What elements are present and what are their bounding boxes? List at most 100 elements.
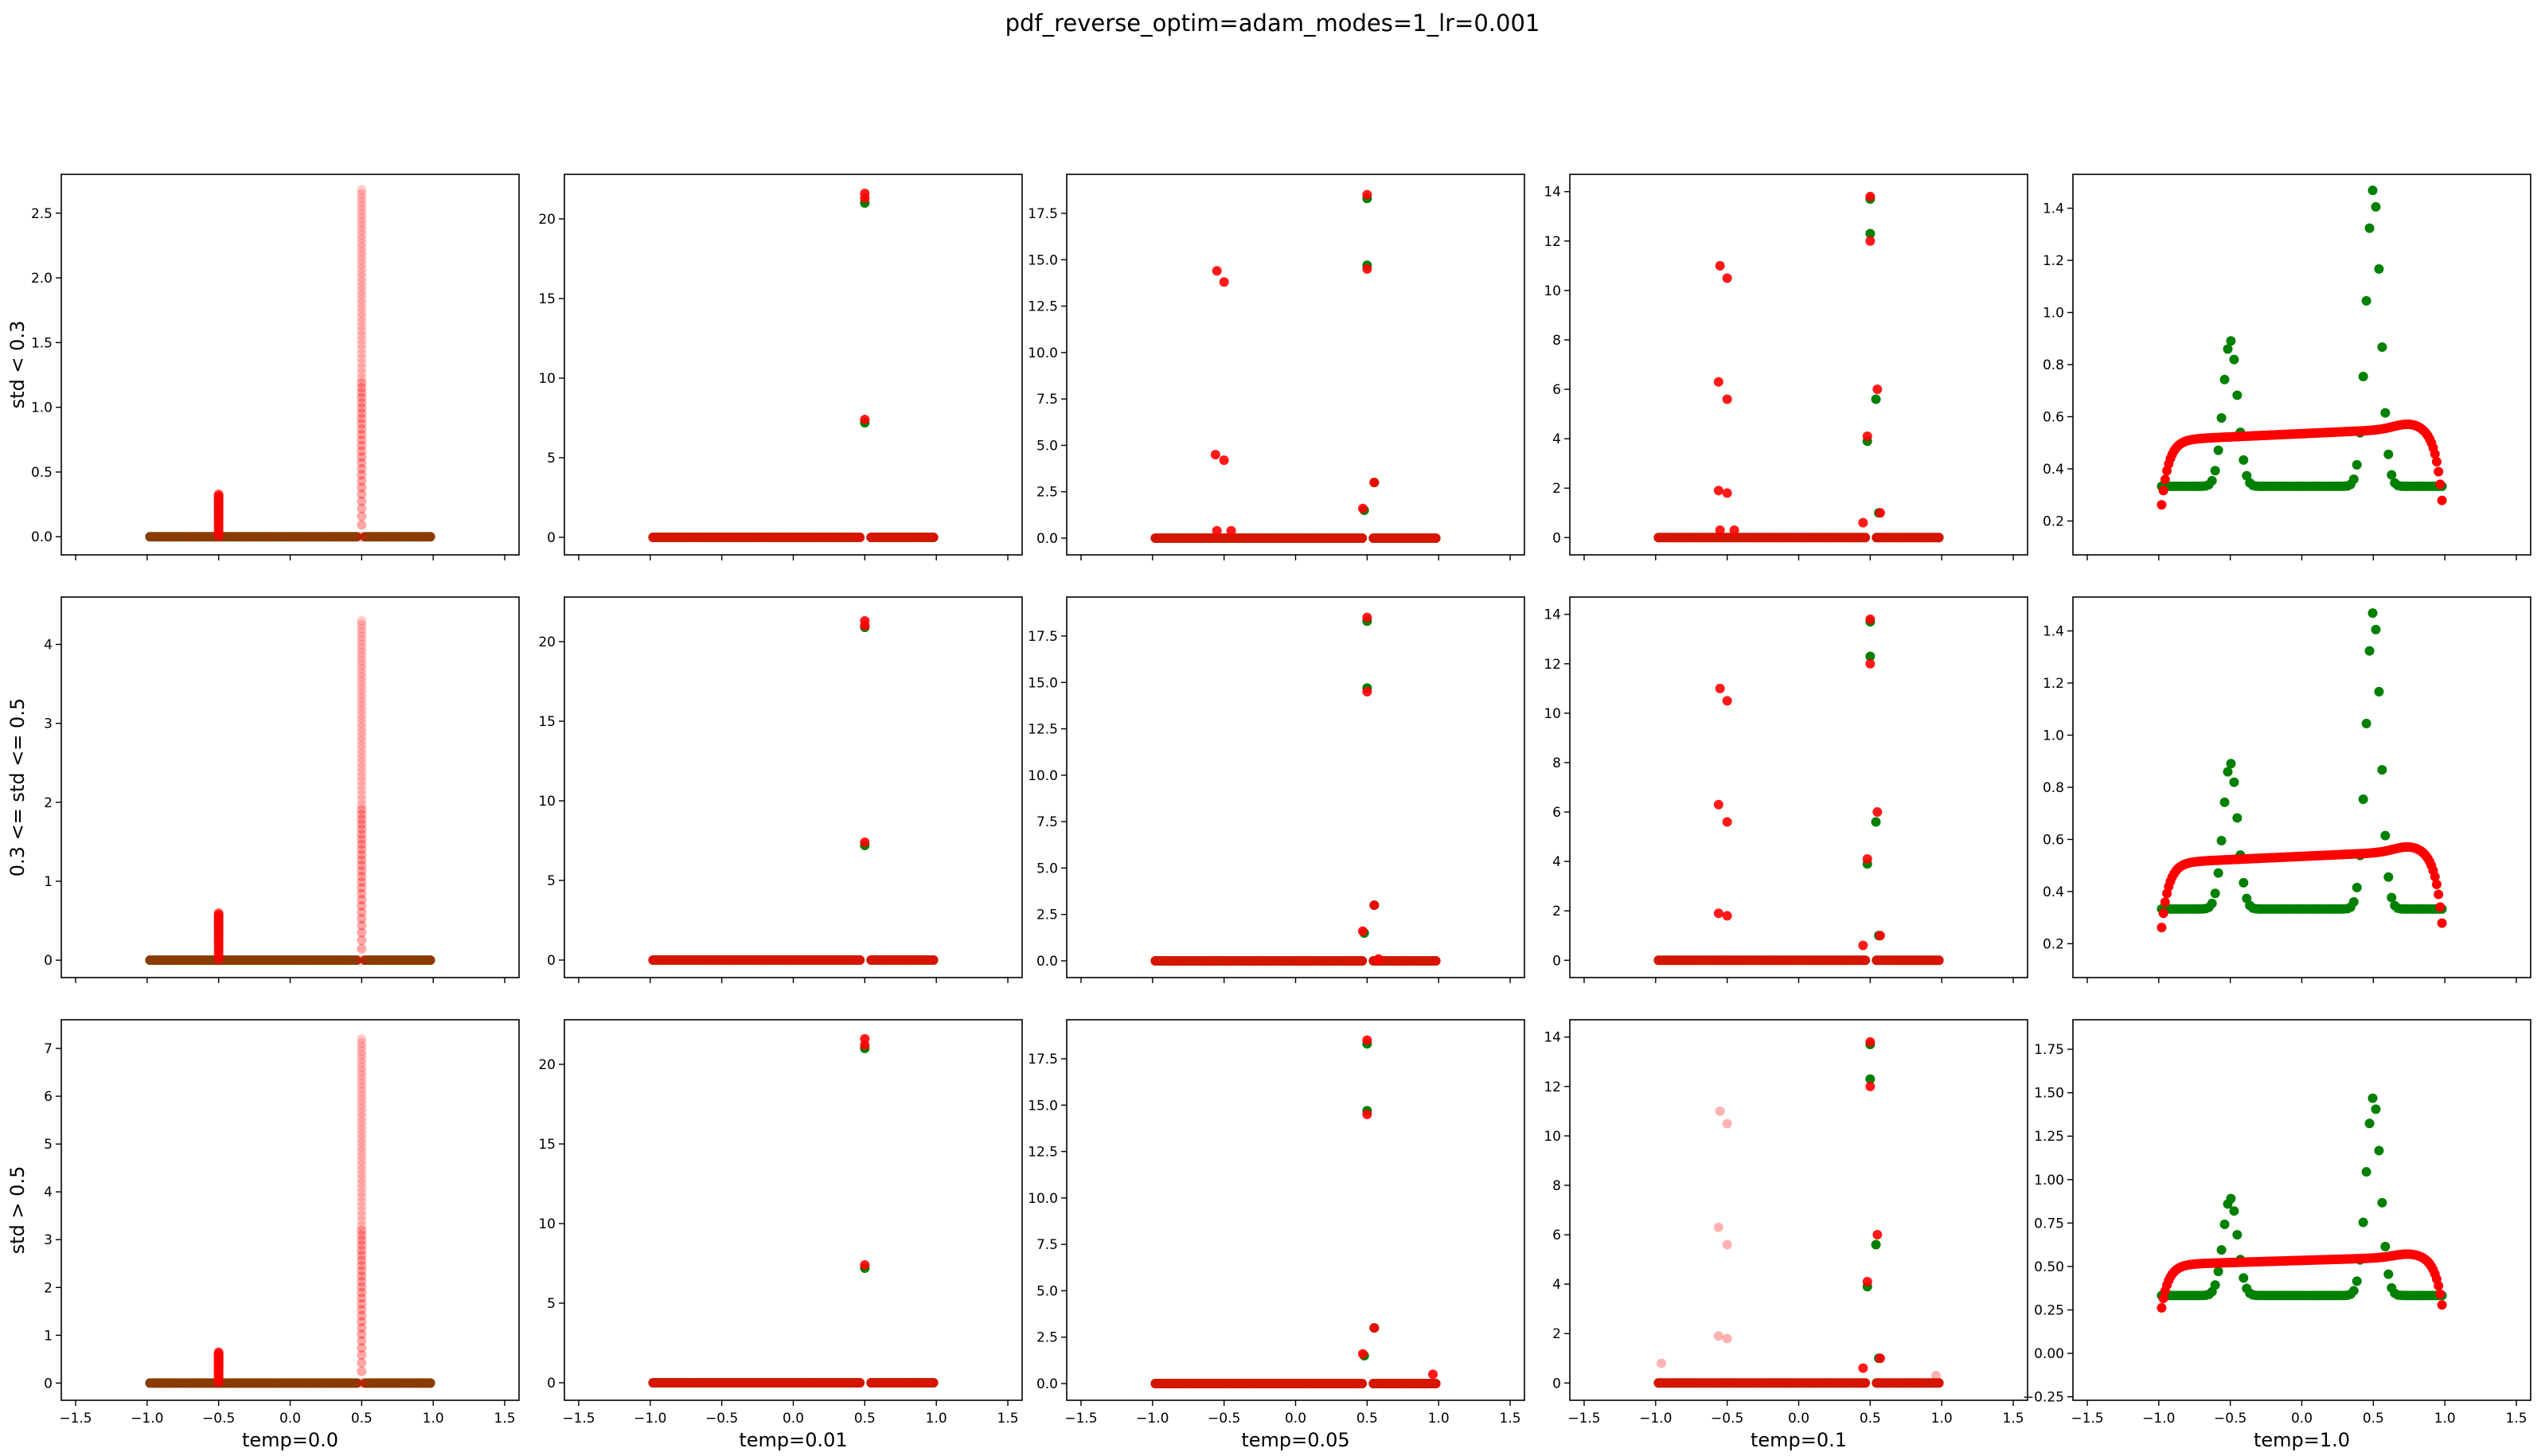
- axes-frame: [1569, 1019, 2028, 1401]
- model-point: [213, 1375, 224, 1385]
- model-point: [213, 918, 224, 928]
- model-point: [357, 392, 367, 403]
- model-point: [213, 1349, 224, 1360]
- model-point: [357, 276, 367, 287]
- model-point: [357, 377, 367, 388]
- model-point: [213, 933, 224, 943]
- model-point: [357, 1305, 367, 1315]
- model-point: [357, 205, 367, 215]
- model-point: [357, 1240, 367, 1251]
- subplot-r2-c2: 0.0 2.5 5.0 7.5 10.0 12.5 15.0 17.5 −1.5 −1.0 −0.5…: [1028, 1019, 1525, 1451]
- subplot-r2-c3: 0 2 4 6 8 10 12 14 −1.5 −1.0 −0.5 0.0 0.5 1.0 1.5 temp=…: [1544, 1019, 2028, 1451]
- y-tick-label: 0: [44, 953, 53, 969]
- model-point: [357, 330, 367, 341]
- model-point: [357, 463, 367, 474]
- y-axis-label: 0.3 <= std <= 0.5: [6, 698, 29, 876]
- model-point: [357, 339, 367, 349]
- model-point: [357, 373, 367, 383]
- data-points: [145, 185, 435, 542]
- model-point: [357, 753, 367, 763]
- model-point: [1722, 394, 1732, 404]
- model-point: [357, 664, 367, 674]
- x-axis-label: temp=0.01: [739, 1429, 847, 1451]
- model-point: [357, 242, 367, 252]
- model-point: [357, 723, 367, 733]
- model-point: [357, 440, 367, 451]
- axes-frame: [1066, 1019, 1525, 1401]
- model-point: [213, 494, 224, 505]
- model-point: [357, 1138, 367, 1148]
- model-point: [213, 1350, 224, 1360]
- y-tick-label: 0.6: [2043, 409, 2064, 425]
- y-tick-label: 1.4: [2043, 624, 2064, 640]
- model-point: [357, 1107, 367, 1118]
- y-tick-label: 4: [44, 638, 53, 654]
- model-point: [1713, 377, 1723, 387]
- y-tick-label: 14: [1544, 607, 1561, 623]
- target-point: [1865, 228, 1876, 239]
- model-point: [357, 1079, 367, 1089]
- model-point: [357, 307, 367, 318]
- target-point: [2377, 1197, 2387, 1208]
- model-point: [213, 1362, 224, 1372]
- model-point: [1865, 1081, 1876, 1091]
- x-tick-label: 0.0: [783, 1411, 804, 1427]
- x-tick-label: 0.0: [2291, 1411, 2313, 1427]
- axes-frame: [61, 1019, 520, 1401]
- model-point: [213, 932, 224, 943]
- model-point: [357, 799, 367, 810]
- model-point: [357, 680, 367, 690]
- data-points: [1150, 1035, 1441, 1389]
- model-point: [357, 693, 367, 703]
- target-point: [2229, 1206, 2239, 1216]
- y-tick-label: 1.4: [2043, 201, 2064, 217]
- model-point: [1226, 525, 1236, 536]
- model-point: [357, 689, 367, 699]
- y-tick-label: 0.25: [2034, 1303, 2064, 1319]
- y-tick-label: 17.5: [1028, 1052, 1058, 1068]
- model-point: [213, 1376, 224, 1387]
- model-point: [213, 931, 224, 941]
- model-point: [213, 949, 224, 959]
- model-point: [357, 709, 367, 720]
- y-tick-label: 5.0: [1036, 438, 1058, 454]
- model-point: [1715, 683, 1725, 693]
- model-point: [213, 921, 224, 931]
- model-point: [213, 921, 224, 931]
- y-tick-label: 10.0: [1028, 768, 1058, 784]
- subplot-r0-c3: 0 2 4 6 8 10 12 14: [1544, 174, 2028, 560]
- model-point: [213, 939, 224, 950]
- axes-frame: [61, 596, 520, 978]
- x-tick-label: 1.0: [926, 1411, 947, 1427]
- model-point: [213, 1370, 224, 1380]
- model-point: [352, 532, 362, 542]
- model-point: [2158, 486, 2168, 496]
- model-point: [357, 619, 367, 630]
- target-point: [2358, 372, 2368, 382]
- y-tick-label: 2.5: [31, 206, 53, 222]
- model-point: [213, 914, 224, 924]
- model-point: [357, 731, 367, 741]
- x-tick-label: −0.5: [1711, 1411, 1743, 1427]
- y-tick-label: 15: [538, 291, 556, 307]
- target-point: [2226, 759, 2236, 769]
- model-point: [213, 506, 224, 517]
- model-point: [860, 621, 870, 630]
- model-point: [357, 1129, 367, 1139]
- model-point: [357, 294, 367, 304]
- target-point: [2219, 797, 2230, 807]
- model-point: [357, 819, 367, 829]
- model-point: [213, 490, 224, 500]
- model-point: [357, 744, 367, 755]
- model-point: [357, 1142, 367, 1153]
- x-tick-label: −0.5: [705, 1411, 738, 1427]
- model-point: [213, 530, 224, 541]
- target-point: [2380, 1241, 2391, 1251]
- model-point: [357, 1357, 367, 1368]
- model-point: [213, 939, 224, 949]
- subplot-r2-c1: 0 5 10 15 20 −1.5 −1.0 −0.5 0.0 0.5 1.0 1.5 temp=0.0…: [538, 1019, 1023, 1451]
- target-point: [2216, 413, 2227, 424]
- model-point: [213, 920, 224, 931]
- model-point: [1357, 503, 1368, 513]
- model-point: [213, 927, 224, 938]
